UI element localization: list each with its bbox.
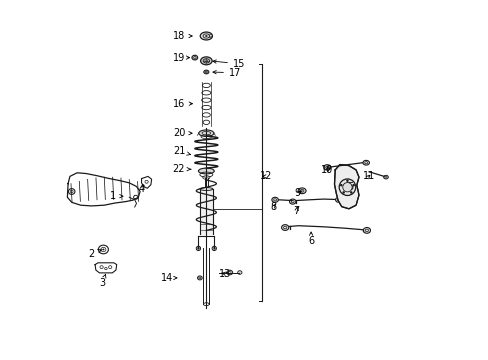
Ellipse shape: [289, 199, 295, 204]
Ellipse shape: [323, 165, 330, 170]
Ellipse shape: [339, 179, 355, 195]
Text: 15: 15: [212, 59, 245, 69]
Text: 6: 6: [307, 232, 313, 246]
Ellipse shape: [383, 175, 387, 179]
Text: 4: 4: [139, 184, 144, 194]
Ellipse shape: [102, 248, 104, 251]
Ellipse shape: [199, 130, 213, 136]
Text: 20: 20: [172, 128, 192, 138]
Text: 1: 1: [110, 191, 122, 201]
Text: 10: 10: [321, 165, 333, 175]
Ellipse shape: [352, 184, 354, 186]
Text: 12: 12: [260, 171, 272, 181]
Ellipse shape: [298, 188, 305, 194]
Text: 21: 21: [172, 146, 190, 156]
Ellipse shape: [339, 184, 342, 186]
Text: 11: 11: [362, 171, 374, 181]
Ellipse shape: [197, 276, 202, 280]
Ellipse shape: [200, 32, 212, 40]
Ellipse shape: [237, 271, 242, 274]
Polygon shape: [334, 165, 358, 209]
Ellipse shape: [198, 168, 214, 174]
Ellipse shape: [281, 225, 288, 230]
Text: 14: 14: [161, 273, 177, 283]
Text: 9: 9: [294, 188, 301, 198]
Text: 5: 5: [344, 182, 353, 192]
Ellipse shape: [192, 55, 197, 60]
Bar: [200, 189, 212, 234]
Text: 8: 8: [270, 202, 276, 212]
Ellipse shape: [342, 183, 351, 192]
Text: 18: 18: [172, 31, 192, 41]
Text: 22: 22: [172, 164, 190, 174]
Text: 16: 16: [172, 99, 192, 109]
Ellipse shape: [362, 160, 368, 165]
Ellipse shape: [200, 57, 212, 65]
Ellipse shape: [203, 70, 208, 74]
Text: 19: 19: [172, 53, 189, 63]
Ellipse shape: [226, 270, 232, 275]
Ellipse shape: [342, 191, 344, 194]
Ellipse shape: [200, 188, 212, 190]
Text: 13: 13: [218, 269, 230, 279]
Ellipse shape: [335, 197, 342, 202]
Text: 17: 17: [212, 68, 241, 78]
Ellipse shape: [204, 35, 207, 37]
Text: 7: 7: [293, 206, 299, 216]
Ellipse shape: [271, 197, 278, 202]
Text: 3: 3: [99, 274, 105, 288]
Text: 2: 2: [88, 249, 101, 259]
Ellipse shape: [301, 190, 302, 192]
Ellipse shape: [363, 228, 370, 233]
Ellipse shape: [346, 179, 348, 182]
Ellipse shape: [349, 191, 352, 194]
